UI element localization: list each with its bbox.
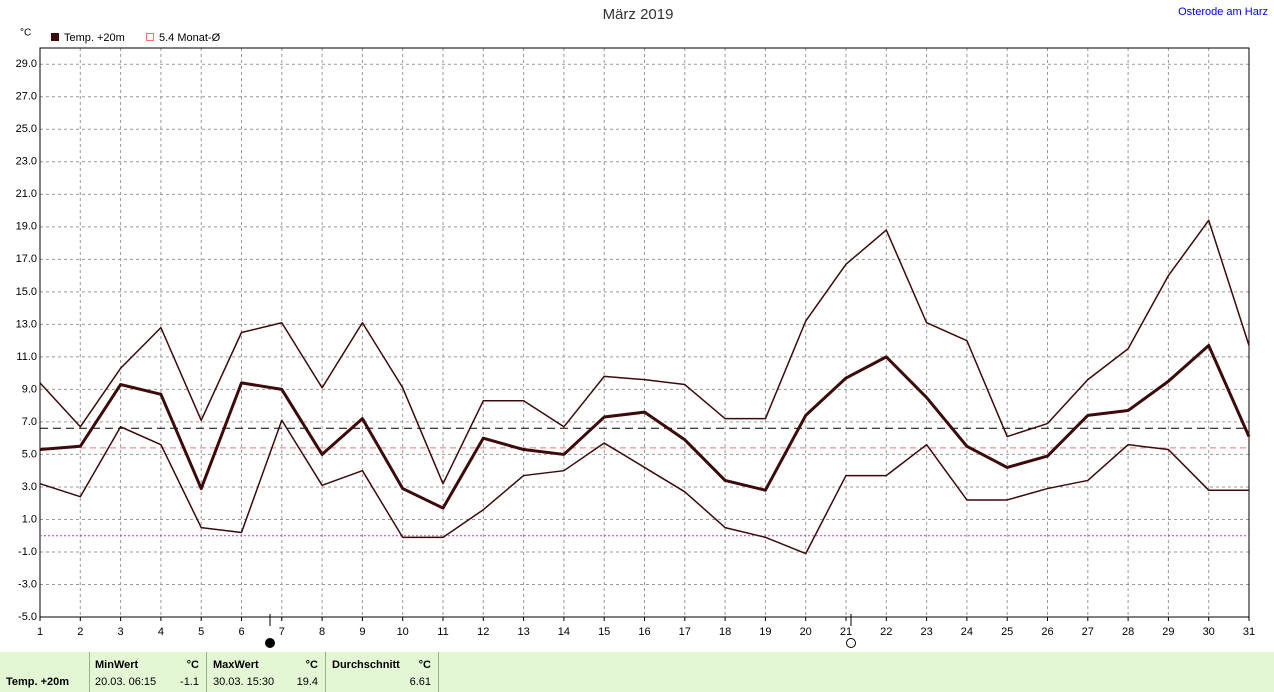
chart: März 2019 Osterode am Harz °C Temp. +20m… [16,6,1268,648]
x-tick-label: 4 [158,626,164,638]
stat-value: 19.4 [296,676,318,688]
x-tick-label: 5 [198,626,204,638]
y-tick-label: 25.0 [16,123,37,135]
x-tick-label: 3 [118,626,124,638]
x-tick-label: 28 [1122,626,1134,638]
stat-unit: °C [418,659,431,671]
stat-value: 6.61 [409,676,431,688]
x-tick-label: 2 [77,626,83,638]
x-tick-label: 14 [558,626,570,638]
x-tick-label: 22 [880,626,892,638]
x-tick-label: 19 [759,626,771,638]
unit-label: °C [20,28,31,39]
y-tick-label: -3.0 [18,578,37,590]
y-tick-label: 5.0 [22,448,37,460]
x-tick-label: 18 [719,626,731,638]
x-tick-label: 31 [1243,626,1255,638]
series-line [39,419,1249,555]
y-tick-label: 17.0 [16,253,37,265]
x-tick-label: 10 [397,626,409,638]
y-tick-label: 9.0 [22,383,37,395]
x-tick-label: 1 [37,626,43,638]
stat-value: -1.1 [180,676,199,688]
x-tick-label: 11 [437,626,448,638]
y-tick-label: -5.0 [18,611,37,623]
y-tick-label: 29.0 [16,58,37,70]
y-tick-label: 19.0 [16,221,37,233]
footer: Temp. +20m MinWert °C 20.03. 06:15 -1.1 … [0,652,1274,692]
stat-time: 30.03. 15:30 [213,676,275,688]
x-tick-label: 15 [598,626,610,638]
footer-label: Temp. +20m [6,676,70,688]
x-tick-label: 7 [279,626,285,638]
y-tick-label: 1.0 [22,513,37,525]
x-tick-label: 13 [517,626,529,638]
x-tick-label: 30 [1203,626,1215,638]
x-tick-label: 17 [679,626,691,638]
y-tick-label: 3.0 [22,481,37,493]
x-tick-label: 24 [961,626,973,638]
y-tick-label: 15.0 [16,286,37,298]
y-tick-label: 27.0 [16,91,37,103]
legend-swatch [146,33,154,41]
moon-icon [265,638,275,648]
x-tick-label: 26 [1041,626,1053,638]
y-tick-label: 23.0 [16,156,37,168]
x-tick-label: 20 [800,626,812,638]
x-tick-label: 23 [920,626,932,638]
footer-cell: Temp. +20m [0,652,90,692]
y-tick-label: 7.0 [22,416,37,428]
x-tick-label: 29 [1162,626,1174,638]
series-line [39,219,1250,485]
footer-cell: MaxWert °C 30.03. 15:30 19.4 [207,652,326,692]
stat-unit: °C [186,659,199,671]
x-tick-label: 27 [1082,626,1094,638]
footer-cell: Durchschnitt °C 6.61 [326,652,439,692]
chart-title: März 2019 [603,6,674,23]
moon-icon [846,638,856,648]
stat-title: MinWert [95,659,139,671]
y-tick-label: 11.0 [16,351,37,363]
x-tick-label: 9 [359,626,365,638]
x-tick-label: 12 [477,626,489,638]
x-tick-label: 25 [1001,626,1013,638]
stat-title: MaxWert [213,659,259,671]
x-tick-label: 21 [840,626,852,638]
x-tick-label: 8 [319,626,325,638]
stat-title: Durchschnitt [332,659,400,671]
footer-cell: MinWert °C 20.03. 06:15 -1.1 [90,652,207,692]
x-tick-label: 6 [238,626,244,638]
legend-label: 5.4 Monat-Ø [159,32,221,44]
plot-frame [39,47,1250,618]
stat-time: 20.03. 06:15 [95,676,157,688]
x-tick-label: 16 [638,626,650,638]
series-line [39,344,1251,510]
legend-label: Temp. +20m [64,32,125,44]
y-tick-label: 21.0 [16,188,37,200]
y-tick-label: 13.0 [16,318,37,330]
y-tick-label: -1.0 [18,546,37,558]
stat-unit: °C [305,659,318,671]
legend-swatch [51,33,59,41]
location: Osterode am Harz [1178,6,1268,18]
